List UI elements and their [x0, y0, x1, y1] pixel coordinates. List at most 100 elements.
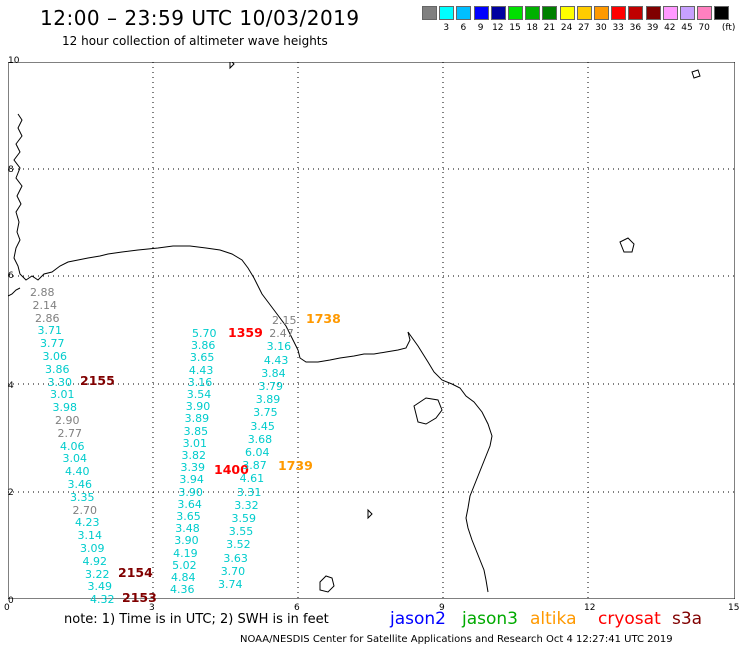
- island-mid: [367, 508, 373, 520]
- wave-height-value: 3.71: [37, 324, 63, 338]
- wave-height-value: 3.68: [247, 432, 273, 446]
- wave-height-value: 3.90: [185, 400, 211, 414]
- island-top: [229, 62, 235, 70]
- scale-label: 70: [698, 23, 710, 33]
- scale-label: 42: [664, 23, 676, 33]
- pass-time-label: 1359: [228, 325, 263, 340]
- wave-height-value: 3.09: [80, 542, 105, 555]
- mission-legend-item: altika: [530, 609, 577, 629]
- wave-height-value: 3.94: [179, 473, 204, 487]
- scale-swatch: [645, 6, 661, 20]
- x-tick-label: 3: [149, 603, 155, 613]
- mission-legend-item: jason2: [390, 609, 446, 629]
- pass-time-label: 2153: [122, 590, 157, 605]
- wave-height-value: 3.86: [45, 362, 70, 376]
- wave-height-value: 3.55: [228, 525, 254, 539]
- scale-swatch: [490, 6, 506, 20]
- wave-height-value: 3.31: [236, 485, 262, 499]
- pass-time-label: 1400: [214, 462, 249, 477]
- scale-swatch: [508, 6, 523, 20]
- wave-height-value: 4.06: [60, 439, 85, 453]
- scale-swatch: [611, 6, 627, 20]
- lat-lon-grid: [8, 62, 735, 599]
- y-tick-label: 8: [8, 165, 14, 175]
- pass-time-label: 1739: [278, 458, 313, 473]
- wave-height-value: 3.85: [183, 424, 209, 438]
- wave-height-value: 3.04: [62, 452, 88, 466]
- wave-height-value: 3.32: [234, 498, 259, 512]
- wave-height-value: 4.40: [65, 465, 90, 479]
- wave-height-value: 3.06: [42, 350, 68, 363]
- wave-height-value: 2.70: [72, 503, 98, 517]
- wave-height-value: 4.92: [82, 554, 108, 568]
- scale-swatch: [422, 6, 437, 20]
- wave-height-value: 3.90: [174, 534, 199, 548]
- wave-height-value: 3.16: [187, 375, 213, 389]
- wave-height-value: 3.74: [218, 578, 243, 591]
- wave-height-value: 2.47: [269, 327, 294, 341]
- wave-height-value: 3.89: [184, 412, 210, 426]
- credit-line: NOAA/NESDIS Center for Satellite Applica…: [240, 634, 673, 645]
- scale-label: 36: [629, 23, 642, 33]
- scale-label: 3: [443, 23, 450, 33]
- wave-height-value: 3.35: [70, 490, 95, 504]
- page-title: 12:00 – 23:59 UTC 10/03/2019: [40, 6, 360, 30]
- wave-height-value: 4.23: [75, 516, 100, 530]
- wave-height-value: 5.02: [172, 558, 197, 572]
- wave-height-value: 3.98: [52, 401, 78, 415]
- scale-label: 24: [560, 23, 573, 33]
- scale-swatch: [456, 6, 472, 20]
- wave-height-value: 3.22: [85, 567, 110, 581]
- scale-swatch: [473, 6, 489, 20]
- scale-label: 45: [681, 23, 693, 33]
- wave-height-value: 3.14: [77, 529, 103, 543]
- coast-west-edge: [8, 287, 21, 297]
- scale-swatch: [525, 6, 541, 20]
- coastline: [8, 62, 701, 593]
- scale-swatch: [714, 6, 730, 20]
- scale-label: 18: [526, 23, 538, 33]
- wave-height-value: 3.64: [177, 497, 202, 511]
- wave-height-value: 2.90: [55, 414, 80, 427]
- footer-note: note: 1) Time is in UTC; 2) SWH is in fe…: [64, 612, 329, 627]
- wave-height-value: 4.84: [171, 571, 196, 584]
- wave-height-value: 3.30: [47, 375, 73, 389]
- scale-swatch: [542, 6, 558, 20]
- x-tick-label: 0: [4, 603, 10, 613]
- wave-height-value: 2.86: [35, 311, 60, 325]
- wave-height-value: 3.84: [261, 366, 286, 380]
- scale-label: 12: [492, 23, 504, 33]
- wave-height-value: 3.65: [176, 510, 201, 523]
- scale-swatch: [662, 6, 678, 20]
- wave-height-value: 3.39: [180, 461, 205, 475]
- coast-florida: [407, 331, 493, 593]
- wave-height-value: 2.77: [57, 426, 83, 440]
- scale-swatch: [680, 6, 695, 20]
- wave-height-value: 4.43: [188, 363, 214, 377]
- scale-label: 9: [477, 23, 484, 33]
- wave-height-value: 3.48: [175, 522, 200, 536]
- wave-height-value: 3.16: [266, 340, 292, 354]
- coast-gulf: [13, 113, 411, 363]
- scale-swatch: [594, 6, 609, 20]
- wave-height-value: 3.63: [223, 551, 248, 565]
- scale-label: 6: [460, 23, 467, 33]
- x-tick-label: 6: [294, 603, 300, 613]
- mission-legend-item: cryosat: [598, 609, 661, 629]
- wave-height-value: 3.87: [242, 459, 267, 473]
- pass-time-label: 1738: [306, 311, 341, 326]
- wave-height-value: 3.52: [226, 538, 251, 552]
- wave-height-value: 3.49: [87, 580, 113, 594]
- scale-swatch: [628, 6, 644, 20]
- wave-height-value: 3.70: [220, 564, 246, 578]
- mission-legend-item: s3a: [672, 609, 703, 629]
- wave-height-value: 4.32: [90, 593, 115, 607]
- scale-swatch: [559, 6, 575, 20]
- island-far-ne: [691, 69, 701, 79]
- wave-height-value: 2.88: [30, 286, 55, 299]
- wave-height-value: 3.75: [253, 406, 278, 420]
- scale-label: 30: [595, 23, 607, 33]
- wave-height-value: 3.01: [50, 388, 75, 402]
- island-small: [319, 575, 335, 593]
- wave-height-value: 4.43: [263, 353, 289, 367]
